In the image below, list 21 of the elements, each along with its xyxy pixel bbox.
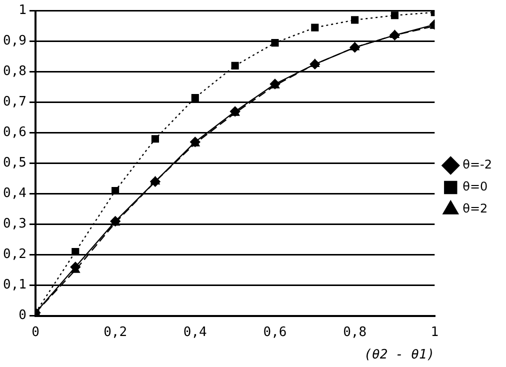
y-tick-label: 1 [18,3,26,18]
y-tick-label: 0,7 [2,94,26,110]
y-tick-label: 0,1 [2,278,26,293]
x-tick-label: 0 [32,324,40,340]
y-tick-label: 0,5 [2,156,26,171]
x-tick-label: 0,6 [263,324,287,340]
y-tick-label: 0,8 [2,64,26,80]
y-tick-label: 0,2 [2,247,26,262]
y-tick-label: 0,3 [2,216,26,232]
y-tick-label: 0 [18,308,26,324]
legend-label: θ=0 [462,180,488,194]
x-tick-label: 0,8 [343,324,367,340]
y-tick-label: 0,4 [2,186,27,202]
y-tick-label: 0,6 [2,125,26,140]
x-tick-label: 1 [430,324,439,340]
x-axis-title: (θ2 - θ1) [364,348,435,363]
x-tick-label: 0,4 [183,324,208,340]
legend-label: θ=-2 [462,158,492,172]
y-tick-label: 0,9 [2,34,26,49]
legend-label: θ=2 [462,202,488,216]
x-tick-label: 0,2 [104,324,128,340]
